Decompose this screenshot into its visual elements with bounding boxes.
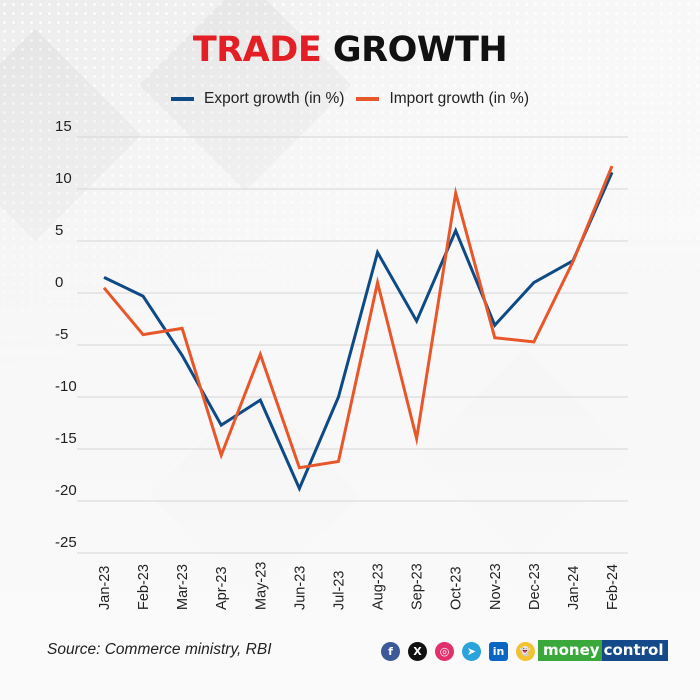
y-tick-label: -25 (55, 534, 77, 551)
x-tick-label: Sep-23 (410, 563, 426, 610)
x-tick-label: Oct-23 (449, 566, 465, 610)
title-part-growth: GROWTH (332, 30, 508, 70)
export-growth-line (103, 171, 614, 493)
x-tick-label: Jun-23 (292, 566, 308, 610)
y-tick-label: -20 (55, 482, 77, 499)
instagram-icon[interactable]: ◎ (435, 642, 454, 661)
y-tick-label: -5 (55, 326, 68, 343)
social-icons: f X ◎ ➤ in 👻 (381, 642, 535, 661)
x-tick-label: Mar-23 (175, 564, 191, 610)
x-axis-ticks: Jan-23 Feb-23 Mar-23 Apr-23 May-23 Jun-23 Jul-… (97, 562, 621, 610)
x-tick-label: Jul-23 (331, 571, 347, 611)
legend-label-import: Import growth (in %) (389, 90, 529, 107)
legend-item-import: Import growth (in %) (356, 90, 529, 108)
linkedin-icon[interactable]: in (489, 642, 508, 661)
y-axis-ticks: 15 10 5 0 -5 -10 -15 -20 -25 (55, 118, 77, 551)
legend-item-export: Export growth (in %) (171, 90, 344, 108)
legend-swatch-import (356, 97, 380, 101)
x-tick-label: Feb-23 (136, 564, 152, 610)
logo-part-money: money (538, 640, 602, 661)
x-tick-label: Apr-23 (214, 566, 230, 610)
title-part-trade: TRADE (192, 30, 322, 70)
legend-swatch-export (171, 97, 195, 101)
x-tick-label: Jan-24 (566, 566, 582, 610)
x-tick-label: May-23 (253, 562, 269, 610)
x-tick-label: Jan-23 (97, 566, 113, 610)
logo-part-control: control (601, 640, 669, 661)
y-tick-label: -10 (55, 378, 77, 395)
snapchat-icon[interactable]: 👻 (516, 642, 535, 661)
y-tick-label: 10 (55, 170, 72, 187)
legend-label-export: Export growth (in %) (204, 90, 345, 107)
telegram-icon[interactable]: ➤ (462, 642, 481, 661)
series-lines (102, 165, 614, 493)
y-tick-label: 0 (55, 274, 63, 291)
x-tick-label: Feb-24 (605, 564, 621, 610)
facebook-icon[interactable]: f (381, 642, 400, 661)
x-tick-label: Dec-23 (527, 563, 543, 610)
legend: Export growth (in %) Import growth (in %… (0, 90, 700, 108)
import-growth-line (102, 165, 614, 470)
x-tick-label: Nov-23 (488, 563, 504, 610)
x-icon[interactable]: X (408, 642, 427, 661)
source-note: Source: Commerce ministry, RBI (47, 641, 272, 658)
y-tick-label: 5 (55, 222, 63, 239)
moneycontrol-logo: money control (538, 640, 669, 661)
y-tick-label: -15 (55, 430, 77, 447)
y-tick-label: 15 (55, 118, 72, 135)
chart-title: TRADE GROWTH (0, 30, 700, 70)
x-tick-label: Aug-23 (371, 563, 387, 610)
